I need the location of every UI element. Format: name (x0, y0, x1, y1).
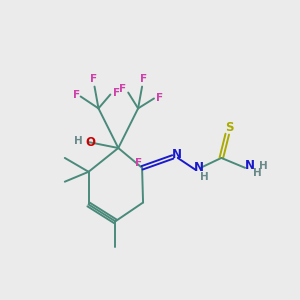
Text: H: H (74, 136, 82, 146)
Text: N: N (172, 148, 182, 161)
Text: H: H (259, 161, 267, 171)
Text: S: S (225, 121, 233, 134)
Text: F: F (119, 84, 126, 94)
Text: H: H (200, 172, 209, 182)
Text: N: N (245, 159, 255, 172)
Text: N: N (194, 161, 203, 174)
Text: F: F (134, 158, 142, 168)
Text: F: F (73, 89, 80, 100)
Text: F: F (140, 74, 147, 84)
Text: O: O (85, 136, 96, 148)
Text: H: H (253, 168, 261, 178)
Text: F: F (113, 88, 120, 98)
Text: F: F (156, 94, 164, 103)
Text: F: F (90, 74, 97, 84)
